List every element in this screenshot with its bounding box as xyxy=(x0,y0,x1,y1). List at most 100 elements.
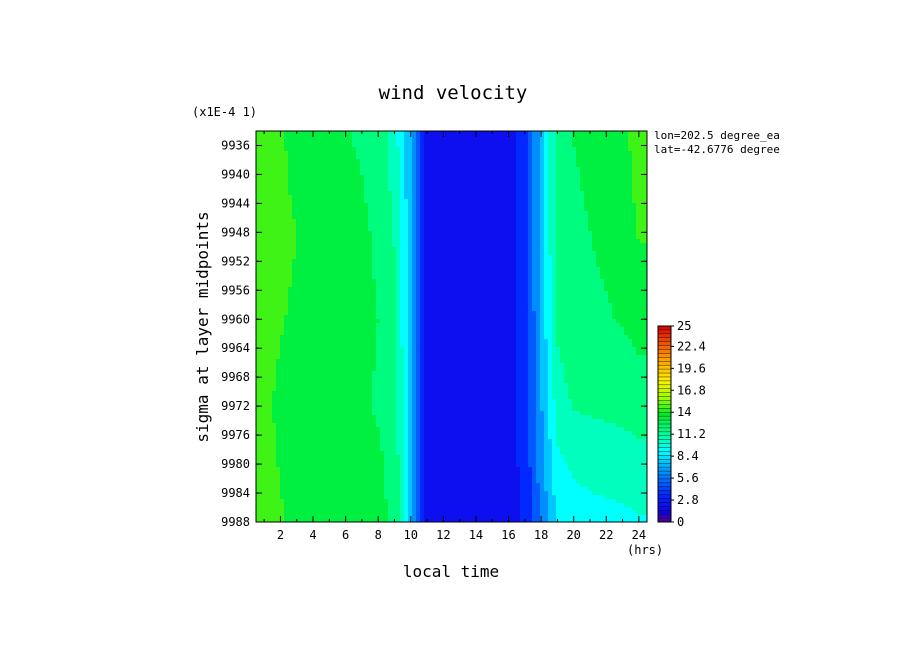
heatmap-cell xyxy=(424,331,429,336)
heatmap-cell xyxy=(552,235,557,240)
heatmap-cell xyxy=(400,191,405,196)
heatmap-cell xyxy=(512,331,517,336)
heatmap-cell xyxy=(348,291,353,296)
heatmap-cell xyxy=(592,251,597,256)
heatmap-cell xyxy=(520,163,525,168)
heatmap-cell xyxy=(432,307,437,312)
heatmap-cell xyxy=(292,275,297,280)
heatmap-cell xyxy=(544,287,549,292)
heatmap-cell xyxy=(516,291,521,296)
heatmap-cell xyxy=(504,227,509,232)
heatmap-cell xyxy=(336,167,341,172)
heatmap-cell xyxy=(544,283,549,288)
heatmap-cell xyxy=(484,291,489,296)
heatmap-cell xyxy=(472,331,477,336)
heatmap-cell xyxy=(468,227,473,232)
heatmap-cell xyxy=(472,191,477,196)
heatmap-cell xyxy=(396,243,401,248)
heatmap-cell xyxy=(512,139,517,144)
heatmap-cell xyxy=(336,243,341,248)
heatmap-cell xyxy=(564,295,569,300)
heatmap-cell xyxy=(436,239,441,244)
heatmap-cell xyxy=(452,243,457,248)
heatmap-cell xyxy=(444,275,449,280)
heatmap-cell xyxy=(400,331,405,336)
heatmap-cell xyxy=(544,147,549,152)
heatmap-cell xyxy=(564,287,569,292)
heatmap-cell xyxy=(260,319,265,324)
heatmap-cell xyxy=(484,303,489,308)
heatmap-cell xyxy=(344,191,349,196)
heatmap-cell xyxy=(440,315,445,320)
heatmap-cell xyxy=(488,315,493,320)
heatmap-cell xyxy=(304,267,309,272)
heatmap-cell xyxy=(432,303,437,308)
heatmap-cell xyxy=(416,199,421,204)
heatmap-cell xyxy=(380,215,385,220)
heatmap-cell xyxy=(364,131,369,136)
heatmap-cell xyxy=(444,251,449,256)
heatmap-cell xyxy=(564,147,569,152)
heatmap-cell xyxy=(404,307,409,312)
heatmap-cell xyxy=(576,307,581,312)
heatmap-cell xyxy=(376,163,381,168)
heatmap-cell xyxy=(620,299,625,304)
heatmap-cell xyxy=(312,263,317,268)
heatmap-cell xyxy=(352,283,357,288)
heatmap-cell xyxy=(524,227,529,232)
heatmap-cell xyxy=(340,203,345,208)
heatmap-cell xyxy=(472,143,477,148)
heatmap-cell xyxy=(288,291,293,296)
heatmap-cell xyxy=(536,279,541,284)
heatmap-cell xyxy=(452,231,457,236)
heatmap-cell xyxy=(408,319,413,324)
heatmap-cell xyxy=(364,243,369,248)
heatmap-cell xyxy=(288,171,293,176)
heatmap-cell xyxy=(376,311,381,316)
heatmap-cell xyxy=(316,215,321,220)
heatmap-cell xyxy=(292,195,297,200)
heatmap-cell xyxy=(344,267,349,272)
heatmap-cell xyxy=(516,287,521,292)
heatmap-cell xyxy=(296,267,301,272)
heatmap-cell xyxy=(392,219,397,224)
heatmap-cell xyxy=(504,299,509,304)
heatmap-cell xyxy=(444,211,449,216)
heatmap-cell xyxy=(264,135,269,140)
heatmap-cell xyxy=(492,203,497,208)
heatmap-cell xyxy=(348,155,353,160)
heatmap-cell xyxy=(480,279,485,284)
heatmap-cell xyxy=(296,283,301,288)
heatmap-cell xyxy=(612,211,617,216)
heatmap-cell xyxy=(576,311,581,316)
heatmap-cell xyxy=(480,171,485,176)
heatmap-cell xyxy=(568,283,573,288)
heatmap-cell xyxy=(320,223,325,228)
heatmap-cell xyxy=(580,267,585,272)
heatmap-cell xyxy=(472,163,477,168)
heatmap-cell xyxy=(328,199,333,204)
heatmap-cell xyxy=(628,183,633,188)
heatmap-cell xyxy=(584,259,589,264)
heatmap-cell xyxy=(388,135,393,140)
heatmap-cell xyxy=(448,255,453,260)
heatmap-cell xyxy=(548,239,553,244)
heatmap-cell xyxy=(308,131,313,136)
heatmap-cell xyxy=(416,295,421,300)
heatmap-cell xyxy=(568,243,573,248)
heatmap-cell xyxy=(320,183,325,188)
heatmap-cell xyxy=(420,195,425,200)
heatmap-cell xyxy=(500,235,505,240)
heatmap-cell xyxy=(500,175,505,180)
heatmap-cell xyxy=(288,315,293,320)
heatmap-cell xyxy=(292,219,297,224)
heatmap-cell xyxy=(444,135,449,140)
heatmap-cell xyxy=(612,155,617,160)
heatmap-cell xyxy=(360,315,365,320)
heatmap-cell xyxy=(356,211,361,216)
heatmap-cell xyxy=(504,131,509,136)
heatmap-cell xyxy=(612,143,617,148)
heatmap-cell xyxy=(276,331,281,336)
heatmap-cell xyxy=(360,199,365,204)
heatmap-cell xyxy=(432,247,437,252)
